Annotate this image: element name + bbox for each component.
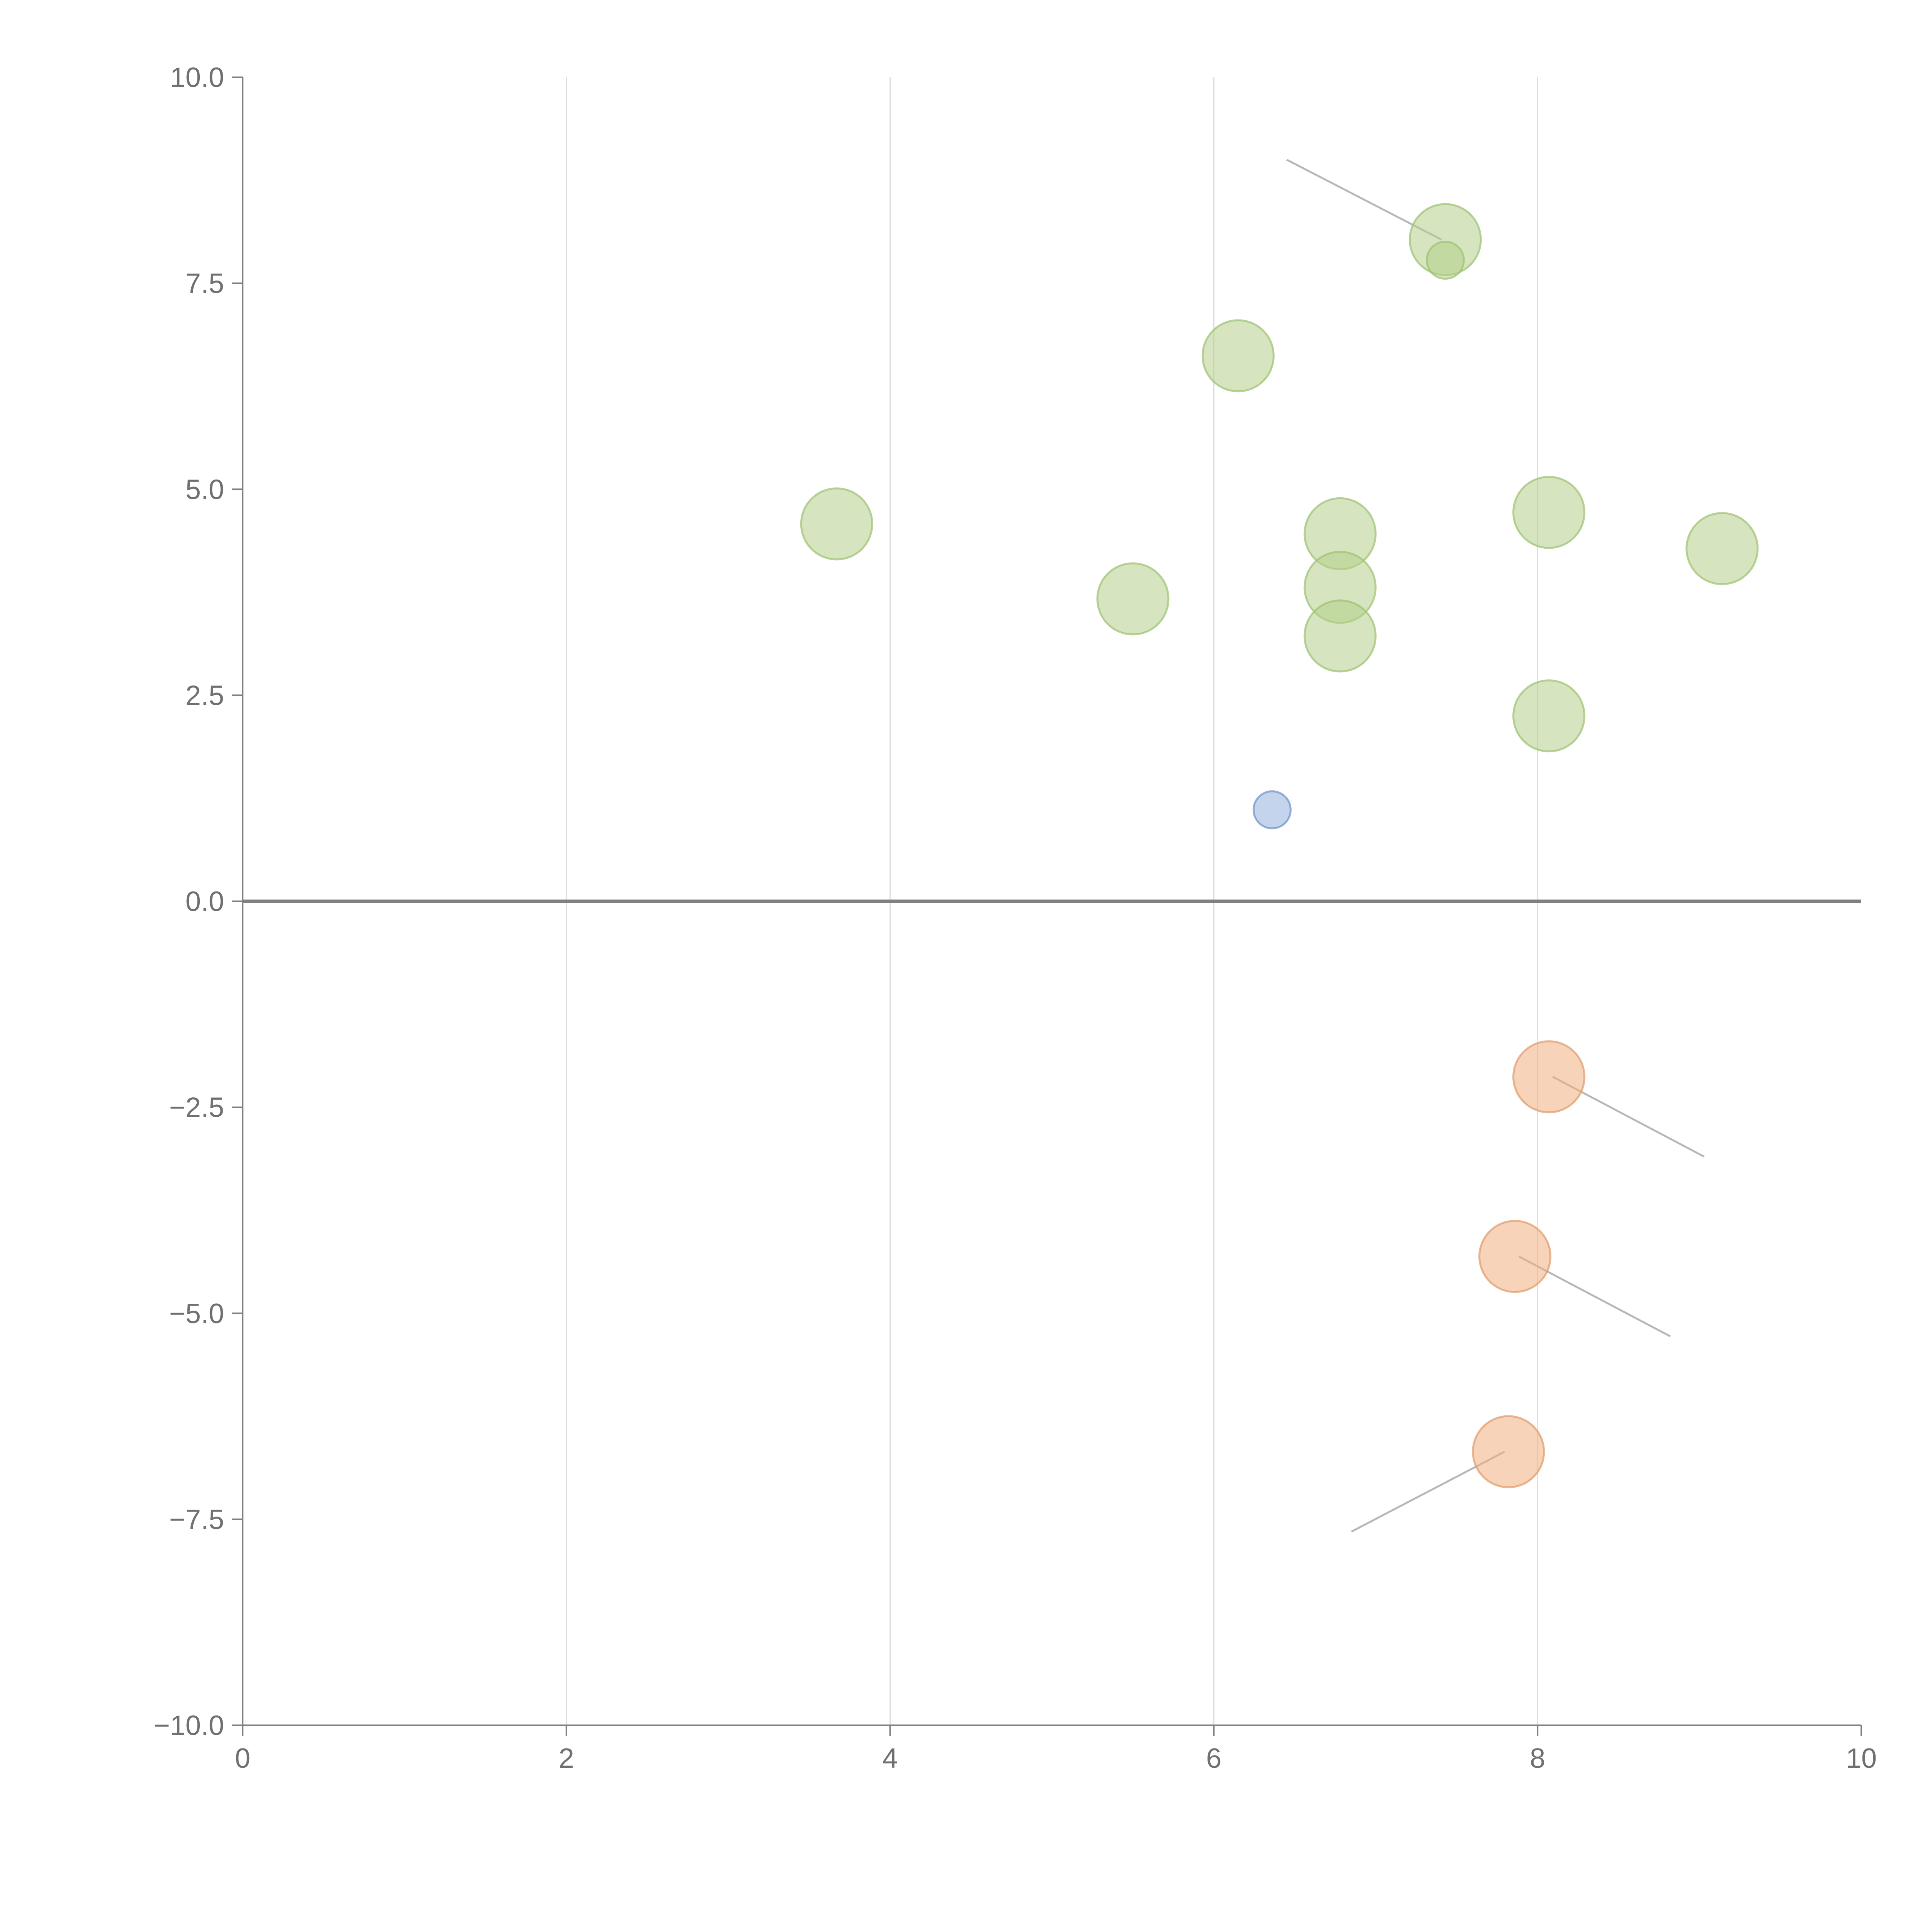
axis-layer: 10.0 7.5 5.0 2.5 0.0 −2.5 −5.0 −7.5 −10.0 0 2 4 6 8 10: [154, 62, 1877, 1774]
green-data-point: [1201, 319, 1275, 393]
y-tick-label: 7.5: [185, 268, 224, 299]
orange-data-point: [1472, 1415, 1545, 1488]
x-tick-label: 4: [883, 1743, 898, 1774]
x-tick-label: 0: [235, 1743, 250, 1774]
green-data-point: [1303, 599, 1377, 673]
y-tick-label: −10.0: [154, 1710, 224, 1741]
x-tick-label: 6: [1206, 1743, 1221, 1774]
green-data-point: [1685, 512, 1759, 585]
y-tick-label: −7.5: [169, 1504, 224, 1535]
green-data-point: [1425, 240, 1465, 280]
y-tick-label: 5.0: [185, 474, 224, 505]
green-data-point: [1096, 562, 1170, 636]
green-data-point: [1512, 679, 1586, 753]
x-tick-label: 10: [1846, 1743, 1877, 1774]
y-tick-label: 2.5: [185, 680, 224, 711]
leader-line-layer: [1286, 159, 1705, 1533]
x-tick-label: 2: [559, 1743, 574, 1774]
orange-data-point: [1478, 1220, 1552, 1293]
orange-data-point: [1512, 1040, 1586, 1114]
point-layer: [800, 203, 1759, 1488]
y-tick-label: 10.0: [170, 62, 224, 93]
y-tick-label: 0.0: [185, 886, 224, 917]
green-data-point: [1512, 476, 1586, 549]
green-data-point: [800, 487, 873, 561]
x-tick-label: 8: [1530, 1743, 1545, 1774]
blue-data-point: [1252, 790, 1292, 830]
y-tick-label: −2.5: [169, 1092, 224, 1123]
y-tick-label: −5.0: [169, 1298, 224, 1329]
